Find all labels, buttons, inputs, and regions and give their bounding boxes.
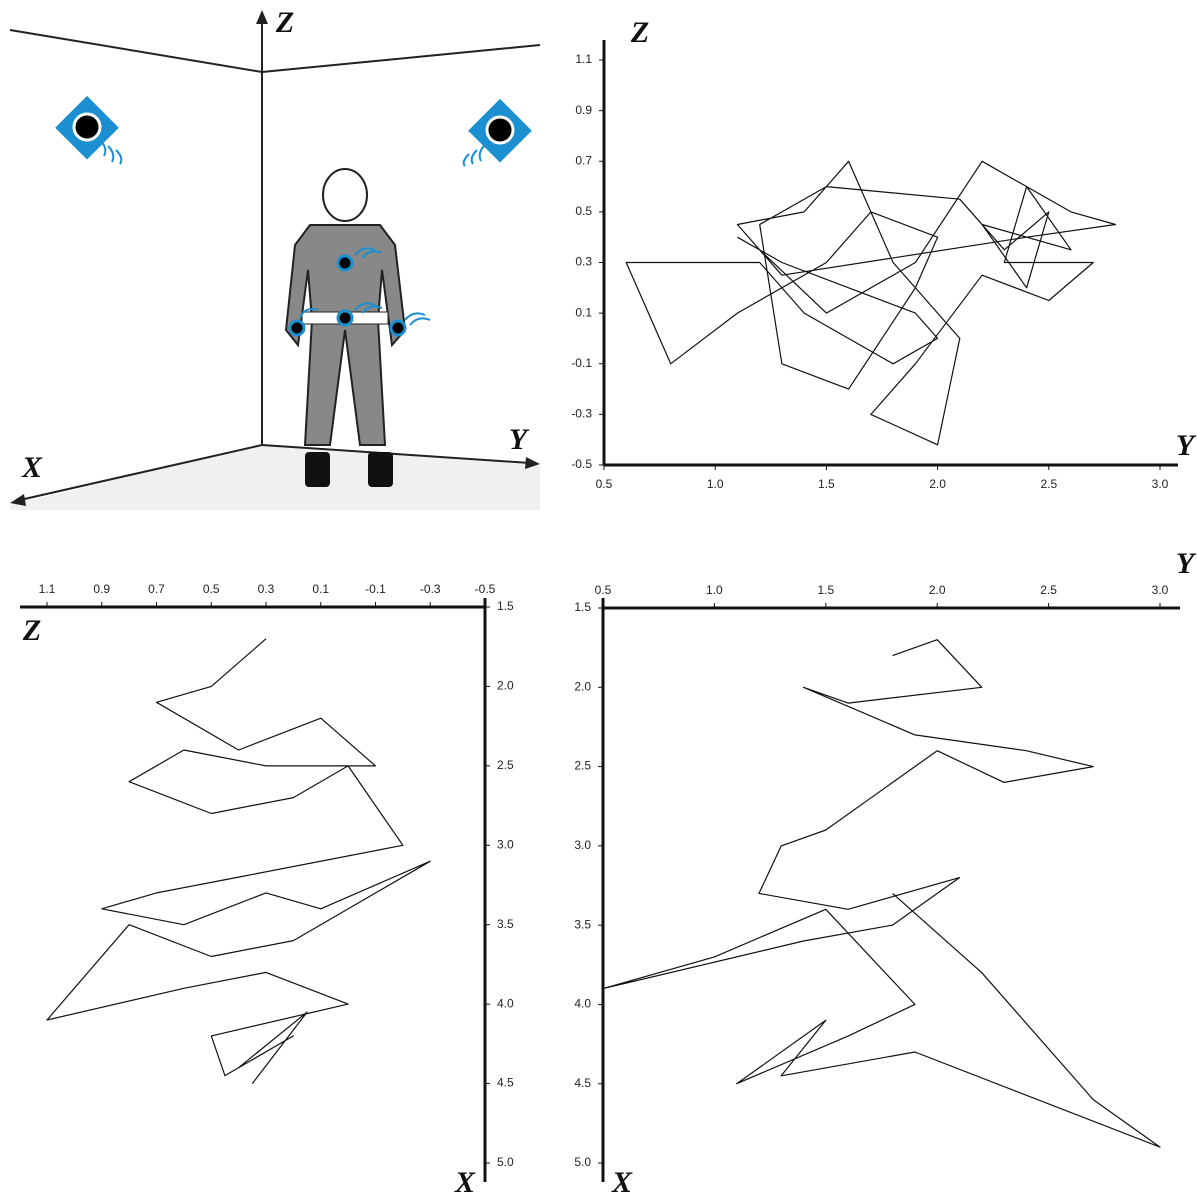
- y-tick-label: 2.5: [497, 758, 514, 772]
- y-tick-label: 1.5: [497, 599, 514, 613]
- arrow-head: [10, 494, 26, 506]
- y-tick-label: 0.9: [575, 103, 592, 117]
- y-tick-label: 3.0: [497, 837, 514, 851]
- trajectory: [602, 639, 1161, 1148]
- x-tick-label: 3.0: [1152, 583, 1169, 597]
- y-tick-label: 0.3: [575, 255, 592, 269]
- x-tick-label: 0.1: [312, 582, 329, 596]
- y-tick-label: 3.5: [497, 917, 514, 931]
- arrow-head: [525, 457, 540, 469]
- axis-label: Y: [509, 423, 530, 456]
- x-tick-label: 2.5: [1040, 477, 1057, 491]
- camera: [55, 95, 123, 165]
- y-tick-label: 1.5: [574, 600, 591, 614]
- y-axis-arrow: [261, 444, 531, 464]
- y-axis-label: X: [454, 1166, 476, 1196]
- y-axis-label: Z: [630, 16, 649, 49]
- x-tick-label: 3.0: [1152, 477, 1169, 491]
- y-tick-label: 5.0: [574, 1155, 591, 1169]
- y-tick-label: 4.0: [574, 997, 591, 1011]
- arrow-head: [256, 10, 268, 24]
- x-tick-label: 1.1: [39, 582, 56, 596]
- trajectory: [625, 160, 1117, 446]
- x-tick-label: 1.5: [817, 583, 834, 597]
- x-tick-label: 2.0: [929, 583, 946, 597]
- wall-edge: [261, 44, 541, 73]
- person: [284, 168, 431, 487]
- x-axis-label: Z: [22, 614, 41, 647]
- x-tick-label: 2.5: [1040, 583, 1057, 597]
- y-tick-label: 2.0: [497, 679, 514, 693]
- camera: [462, 98, 532, 167]
- x-tick-label: 1.5: [818, 477, 835, 491]
- x-tick-label: 1.0: [706, 583, 723, 597]
- x-axis-label: Y: [1176, 429, 1197, 462]
- x-tick-label: -0.1: [365, 582, 386, 596]
- axis-label: Z: [275, 6, 294, 39]
- floor: [10, 445, 540, 510]
- y-tick-label: 4.0: [497, 996, 514, 1010]
- x-tick-label: 1.0: [707, 477, 724, 491]
- y-tick-label: -0.1: [571, 356, 592, 370]
- y-tick-label: 0.1: [575, 305, 592, 319]
- axis-label: X: [21, 451, 43, 484]
- y-tick-label: 2.5: [574, 759, 591, 773]
- illustration: Z Y X: [9, 6, 541, 510]
- y-tick-label: 0.7: [575, 153, 592, 167]
- x-tick-label: 0.5: [203, 582, 220, 596]
- x-axis-label: Y: [1176, 547, 1197, 580]
- y-tick-label: -0.5: [571, 457, 592, 471]
- y-tick-label: 5.0: [497, 1155, 514, 1169]
- x-tick-label: -0.5: [475, 582, 496, 596]
- x-tick-label: 0.3: [258, 582, 275, 596]
- x-tick-label: -0.3: [420, 582, 441, 596]
- y-tick-label: 3.0: [574, 838, 591, 852]
- y-tick-label: -0.3: [571, 407, 592, 421]
- y-tick-label: 4.5: [497, 1076, 514, 1090]
- y-tick-label: 3.5: [574, 917, 591, 931]
- x-axis-arrow: [19, 444, 263, 501]
- x-tick-label: 0.5: [596, 477, 613, 491]
- y-tick-label: 1.1: [575, 52, 592, 66]
- y-tick-label: 0.5: [575, 204, 592, 218]
- x-tick-label: 0.7: [148, 582, 165, 596]
- y-tick-label: 4.5: [574, 1076, 591, 1090]
- trajectory: [46, 638, 431, 1084]
- x-tick-label: 2.0: [929, 477, 946, 491]
- wall-edge: [9, 29, 263, 73]
- x-tick-label: 0.5: [595, 583, 612, 597]
- x-tick-label: 0.9: [93, 582, 110, 596]
- y-axis-label: X: [611, 1166, 633, 1196]
- y-tick-label: 2.0: [574, 679, 591, 693]
